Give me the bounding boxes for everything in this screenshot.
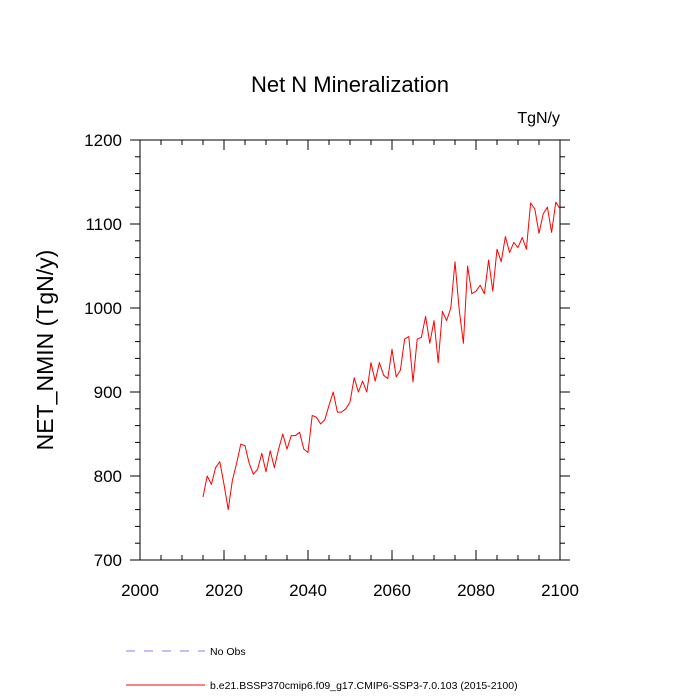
y-tick-label: 1000 [84,299,122,318]
legend-label-model: b.e21.BSSP370cmip6.f09_g17.CMIP6-SSP3-7.… [210,680,518,692]
y-tick-label: 1100 [85,215,122,234]
x-tick-label: 2100 [541,581,579,600]
axis-ticks [130,139,570,561]
series-line-0 [202,201,561,511]
chart-title: Net N Mineralization [251,72,449,97]
x-tick-label: 2000 [121,581,159,600]
x-tick-label: 2020 [205,581,243,600]
units-label: TgN/y [517,110,560,127]
x-tick-label: 2040 [289,581,327,600]
y-tick-label: 800 [94,467,122,486]
y-tick-label: 1200 [84,131,122,150]
x-tick-label: 2080 [457,581,495,600]
series-layer [202,201,561,511]
axis-tick-labels: 2000 2020 2040 2060 2080 2100 700 800 900 1000 110… [84,131,579,600]
y-tick-label: 900 [94,383,122,402]
legend: No Obs b.e21.BSSP370cmip6.f09_g17.CMIP6-… [126,646,518,692]
y-axis-label: NET_NMIN (TgN/y) [32,250,58,451]
y-tick-label: 700 [94,551,122,570]
legend-label-no-obs: No Obs [210,646,246,658]
x-tick-label: 2060 [373,581,411,600]
